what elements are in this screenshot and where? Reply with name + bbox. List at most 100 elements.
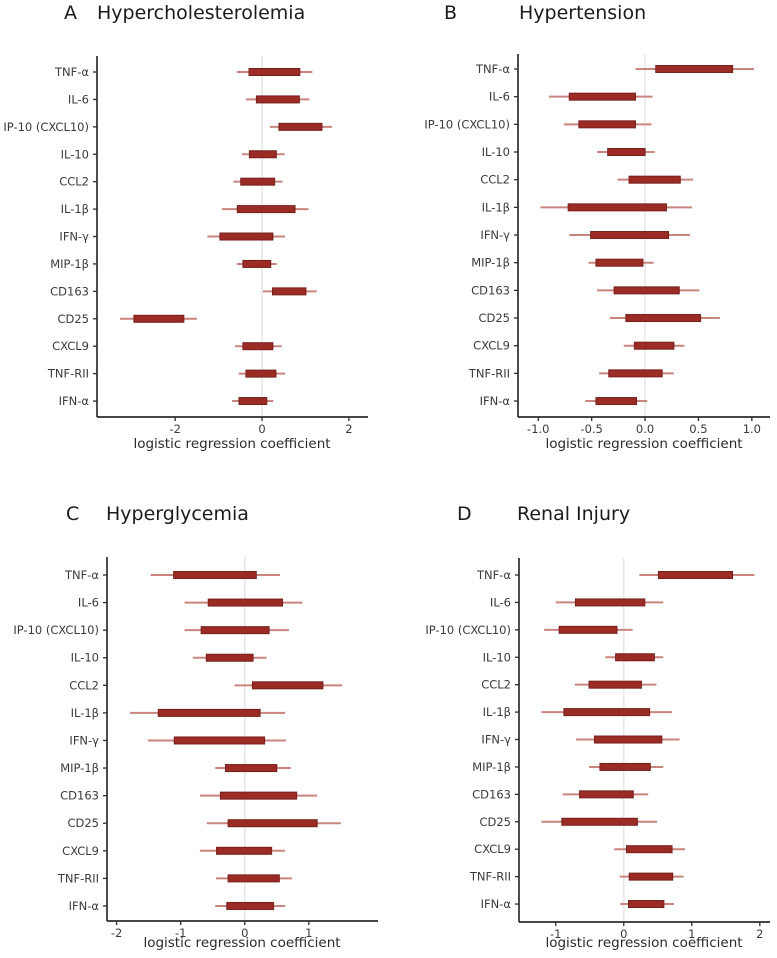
coefficient-box [242,259,272,268]
coefficient-box [236,205,296,214]
coefficient-box [595,258,644,267]
row-label: CD163 [50,284,89,298]
coefficient-box [200,626,270,635]
coefficient-box [595,397,638,406]
coefficient-box [216,846,273,855]
row-label: IFN-α [69,899,100,913]
x-tick-label: 0 [241,926,248,940]
forest-plot-hyperglycemia: -2 -1 0 1 TNF-α IL-6 IP-10 (CXCL10) IL-10 CCL2 IL… [13,557,378,940]
x-tick-label: -1.0 [527,422,549,436]
x-tick-label: -2 [111,926,122,940]
panel-letter-a: A [64,2,77,24]
forest-plot-renal-injury: -1 0 1 2 TNF-α IL-6 IP-10 (CXCL10) IL-10 CCL2 IL-… [425,558,770,941]
x-tick-label: 0.0 [636,422,654,436]
row-label: IL-10 [483,650,511,664]
coefficient-box [574,598,646,607]
row-label: CD25 [479,815,511,829]
coefficient-box [271,287,307,296]
row-label: TNF-RII [469,870,511,884]
coefficient-box [248,150,277,159]
row-label: CCL2 [69,678,99,692]
panel-letter-c: C [66,503,80,525]
coefficient-box [251,681,324,690]
row-label: CD25 [67,816,99,830]
x-tick-label: 1 [688,927,695,941]
x-tick-label: 0.5 [689,422,707,436]
row-label: IFN-γ [59,230,89,244]
coefficient-box [207,598,284,607]
row-label: TNF-α [64,568,99,582]
panel-hypercholesterolemia: A Hypercholesterolemia -2 0 2 TNF-α IL-6 IP-1… [0,0,389,479]
x-tick-label: 0 [620,927,627,941]
coefficient-box [568,92,636,101]
coefficient-box [558,625,618,634]
row-label: CXCL9 [474,842,511,856]
panel-title-renal-injury: Renal Injury [517,503,631,525]
coefficient-box [625,845,673,854]
row-label: IL-10 [61,147,89,161]
panel-hypertension: B Hypertension -1.0 -0.5 0.0 0.5 1.0 TNF-α IL-… [389,0,777,479]
row-label: IL-1β [483,705,511,719]
coefficient-box [278,122,323,131]
coefficient-box [238,397,268,406]
coefficient-box [657,571,734,579]
row-label: MIP-1β [60,761,99,775]
x-axis-label-d: logistic regression coefficient [545,935,743,951]
row-label: IFN-α [481,897,512,911]
forest-plot-hypertension: -1.0 -0.5 0.0 0.5 1.0 TNF-α IL-6 IP-10 (CXCL10)… [424,54,770,436]
row-label: CCL2 [59,175,89,189]
panel-letter-d: D [457,503,472,525]
x-tick-label: 1 [305,926,312,940]
row-label: IP-10 (CXCL10) [13,623,99,637]
row-label: IFN-α [59,394,90,408]
coefficient-box [227,819,318,828]
row-label: CXCL9 [62,844,99,858]
panel-title-hypertension: Hypertension [519,2,647,24]
coefficient-box [579,790,634,799]
row-label: TNF-RII [468,366,510,380]
row-label: IFN-α [480,394,511,408]
coefficient-box [248,68,301,76]
coefficient-box [625,314,702,323]
coefficient-box [615,653,655,662]
row-label: TNF-α [54,65,89,79]
coefficient-box [240,177,276,186]
panel-hyperglycemia: C Hyperglycemia -2 -1 0 1 TNF-α IL-6 IP-10 (CX… [0,479,389,958]
x-tick-label: 2 [756,927,763,941]
row-label: TNF-α [475,62,510,76]
coefficient-box [578,120,636,129]
x-tick-label: -2 [169,422,180,436]
x-tick-label: -1 [550,927,561,941]
row-label: IL-1β [482,200,510,214]
coefficient-box [219,791,298,800]
coefficient-box [173,736,266,745]
coefficient-box [608,369,663,378]
coefficient-box [133,314,185,323]
coefficient-box [157,708,261,717]
forest-plot-hypercholesterolemia: -2 0 2 TNF-α IL-6 IP-10 (CXCL10) IL-10 CCL2 IL-1… [3,56,368,436]
row-label: IL-10 [482,145,510,159]
row-label: MIP-1β [472,760,511,774]
row-label: IFN-γ [69,733,99,747]
row-label: CD163 [471,283,510,297]
coefficient-box [255,95,300,104]
row-label: IFN-γ [481,733,511,747]
x-axis-label-b: logistic regression coefficient [545,436,743,452]
row-label: TNF-RII [57,871,99,885]
row-label: IP-10 (CXCL10) [3,120,89,134]
x-tick-label: 0 [258,422,265,436]
row-label: TNF-α [476,568,511,582]
coefficient-box [173,571,257,579]
row-label: CD163 [472,787,511,801]
panel-title-hypercholesterolemia: Hypercholesterolemia [97,2,306,24]
coefficient-box [594,735,663,744]
row-label: IL-1β [61,202,89,216]
panel-letter-b: B [444,2,458,24]
row-label: CXCL9 [473,339,510,353]
row-label: CD25 [478,311,510,325]
row-label: TNF-RII [47,367,89,381]
coefficient-box [205,653,254,662]
coefficient-box [225,764,278,773]
coefficient-box [561,817,638,826]
